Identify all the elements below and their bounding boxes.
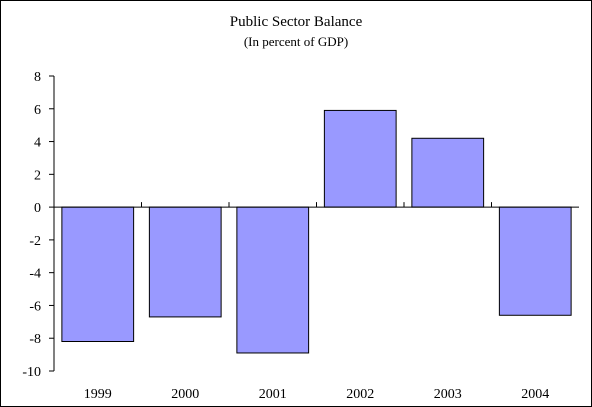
- bar-2001: [236, 206, 310, 354]
- y-tick-label: 2: [34, 168, 41, 183]
- bar-2002: [323, 109, 397, 208]
- y-tick-label: -4: [29, 267, 41, 282]
- x-tick-label: 2004: [521, 387, 549, 402]
- y-tick-label: 6: [34, 103, 41, 118]
- y-tick-label: 0: [34, 201, 41, 216]
- y-tick-label: 4: [34, 136, 41, 151]
- chart-subtitle: (In percent of GDP): [244, 34, 348, 49]
- y-tick-label: -6: [29, 299, 41, 314]
- bars: [61, 109, 572, 354]
- y-axis: 8 6 4 2 0 -2 -4 -6 -8 -10: [22, 70, 55, 380]
- bar-1999: [61, 206, 135, 342]
- bar-2004: [498, 206, 572, 316]
- y-tick-label: 8: [34, 70, 41, 85]
- y-tick-label: -8: [29, 332, 41, 347]
- x-tick-label: 2001: [259, 387, 287, 402]
- y-tick-label: -2: [29, 234, 41, 249]
- x-tick-label: 1999: [84, 387, 112, 402]
- x-axis: 1999 2000 2001 2002 2003 2004: [54, 202, 579, 402]
- x-tick-label: 2000: [171, 387, 199, 402]
- y-tick-label: -10: [22, 365, 41, 380]
- bar-2003: [411, 137, 485, 208]
- bar-2000: [148, 206, 222, 318]
- chart-title: Public Sector Balance: [230, 14, 363, 30]
- x-tick-label: 2002: [346, 387, 374, 402]
- x-tick-label: 2003: [434, 387, 462, 402]
